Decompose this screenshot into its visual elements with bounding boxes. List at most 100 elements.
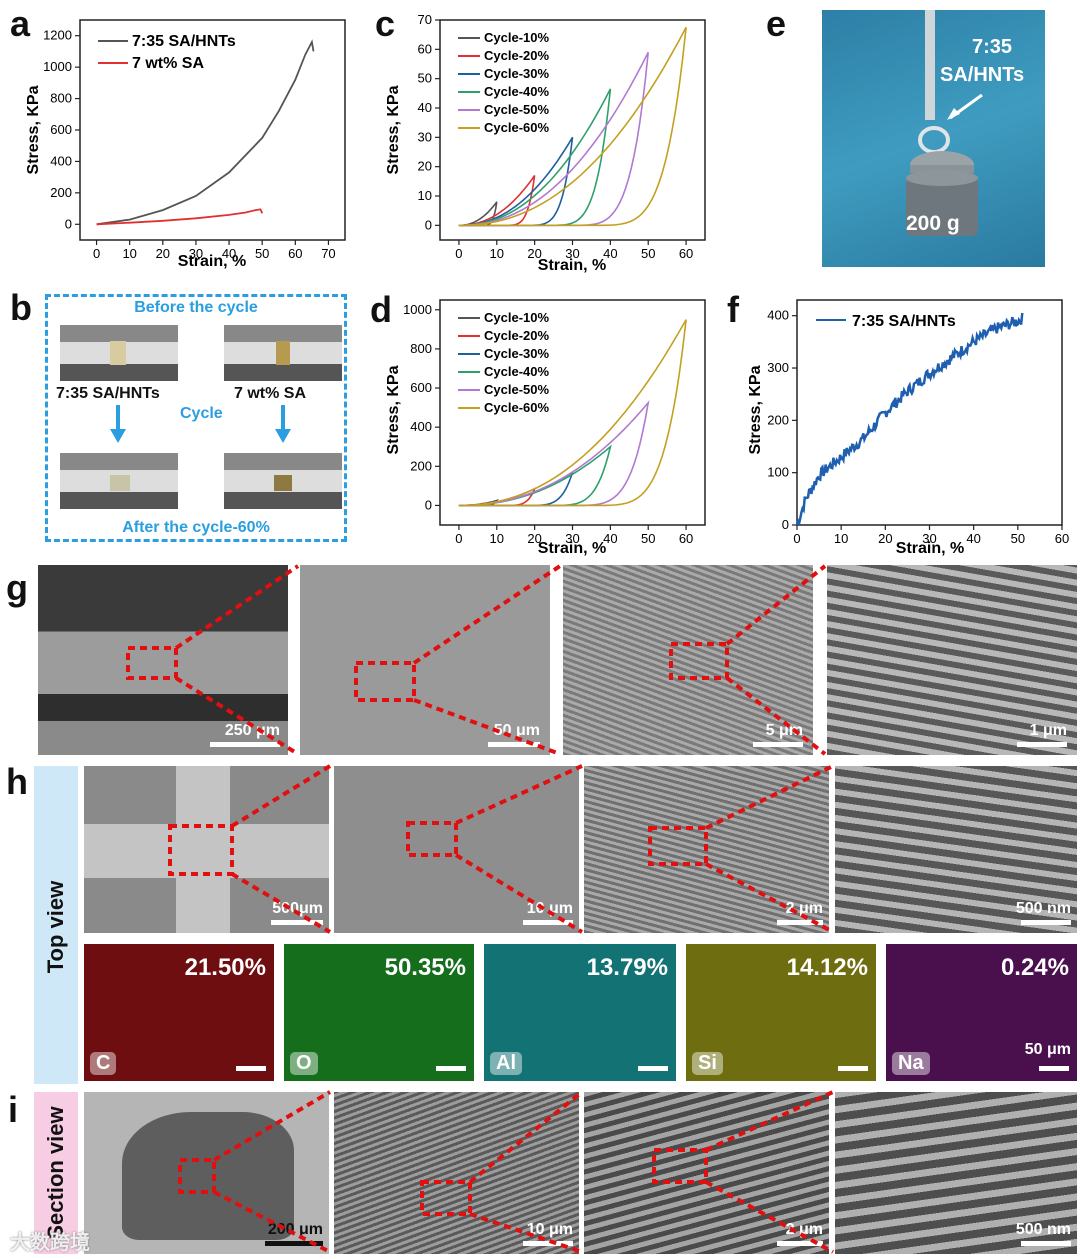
y-tick-label: 40 [418, 100, 432, 115]
panel-label-c: c [375, 3, 396, 44]
legend-cycle-3: Cycle-30% [484, 66, 549, 81]
panel-label-g: g [6, 567, 28, 608]
label-sa: 7 wt% SA [234, 385, 307, 402]
x-tick-label: 50 [255, 246, 269, 261]
y-tick-label: 200 [50, 185, 72, 200]
sem-i-4: 500 nm [835, 1092, 1077, 1254]
panel-label-i: i [8, 1089, 19, 1130]
label-after-cycle: After the cycle-60% [122, 519, 270, 536]
sem-g-4: 1 μm [827, 565, 1077, 755]
sem-i-2: 10 μm [334, 1092, 579, 1254]
label-weight: 200 g [906, 212, 960, 235]
legend-cycle-5: Cycle-50% [484, 102, 549, 117]
x-tick-label: 50 [641, 246, 655, 261]
y-tick-label: 200 [410, 458, 432, 473]
x-tick-label: 10 [834, 531, 848, 546]
y-tick-label: 100 [767, 465, 789, 480]
series-line-cycle-6 [458, 26, 687, 227]
legend-cycle-6: Cycle-60% [484, 120, 549, 135]
y-axis-title-a: Stress, KPa [25, 85, 42, 174]
sem-h-4: 500 nm [835, 766, 1077, 933]
y-tick-label: 1200 [43, 28, 72, 43]
x-tick-label: 40 [603, 246, 617, 261]
x-tick-label: 30 [922, 531, 936, 546]
series-line-cycle-4 [458, 444, 612, 507]
x-axis-title-f: Strain, % [896, 540, 964, 557]
panel-label-e: e [766, 3, 787, 44]
legend-cycle-1: Cycle-10% [484, 30, 549, 45]
x-axis-title-a: Strain, % [178, 253, 246, 270]
x-tick-label: 60 [679, 531, 693, 546]
x-tick-label: 0 [455, 531, 462, 546]
sem-g-2: 50 μm [300, 565, 550, 755]
photo-before-sa [224, 325, 342, 381]
zoom-indicators-i [178, 1090, 834, 1254]
panel-label-h: h [6, 761, 28, 802]
eds-map-na: 0.24% Na 50 μm [886, 944, 1077, 1081]
y-tick-label: 20 [418, 159, 432, 174]
series-line-sa [96, 208, 264, 226]
series-line-sa-hnts [96, 39, 315, 226]
x-tick-label: 50 [641, 531, 655, 546]
chart-c: 0 10 20 30 40 50 60 0 10 20 30 40 50 60 70 Cycle-10% Cy… [385, 12, 706, 274]
y-tick-label: 400 [50, 153, 72, 168]
legend-cycle-4: Cycle-40% [484, 364, 549, 379]
y-tick-label: 300 [767, 360, 789, 375]
legend-cycle-2: Cycle-20% [484, 48, 549, 63]
x-tick-label: 40 [222, 246, 236, 261]
x-tick-label: 10 [490, 531, 504, 546]
zoom-indicators-g [126, 564, 827, 756]
legend-cycle-3: Cycle-30% [484, 346, 549, 361]
y-tick-label: 400 [410, 419, 432, 434]
scale-h-4: 500 nm [1016, 900, 1071, 925]
side-label-section-view: Section view [34, 1092, 78, 1254]
panel-label-d: d [370, 289, 392, 330]
label-sample-ratio: 7:35 [971, 36, 1013, 58]
series-line-cycle-6 [458, 319, 687, 507]
photo-after-sa [224, 453, 342, 509]
photo-before-sa-hnts [60, 325, 178, 381]
zoom-indicators-h [168, 764, 834, 934]
y-tick-label: 200 [767, 412, 789, 427]
label-sample-name: SA/HNTs [940, 64, 1025, 86]
y-tick-label: 600 [50, 122, 72, 137]
series-line-cycle-3 [458, 136, 574, 227]
legend-a-1: 7:35 SA/HNTs [132, 33, 236, 50]
legend-cycle-2: Cycle-20% [484, 328, 549, 343]
panel-label-a: a [10, 3, 31, 44]
legend-cycle-1: Cycle-10% [484, 310, 549, 325]
label-sa-hnts: 7:35 SA/HNTs [56, 385, 160, 402]
y-axis-title-d: Stress, KPa [385, 365, 402, 454]
x-tick-label: 20 [527, 531, 541, 546]
x-tick-label: 20 [878, 531, 892, 546]
photo-after-sa-hnts [60, 453, 178, 509]
y-axis-title-f: Stress, KPa [747, 365, 764, 454]
watermark-text: 大数跨境 [10, 1232, 90, 1254]
sem-i-1: 200 μm [84, 1092, 329, 1254]
eds-map-al: 13.79% Al [484, 944, 676, 1081]
x-tick-label: 20 [156, 246, 170, 261]
y-tick-label: 0 [782, 517, 789, 532]
x-tick-label: 40 [966, 531, 980, 546]
scale-g-3: 5 μm [753, 722, 803, 747]
legend-a-2: 7 wt% SA [132, 55, 204, 72]
scale-g-4: 1 μm [1017, 722, 1067, 747]
y-tick-label: 800 [50, 91, 72, 106]
x-tick-label: 10 [490, 246, 504, 261]
x-tick-label: 0 [455, 246, 462, 261]
panel-label-b: b [10, 287, 32, 328]
legend-cycle-6: Cycle-60% [484, 400, 549, 415]
scale-h-2: 10 μm [523, 900, 573, 925]
x-tick-label: 50 [1011, 531, 1025, 546]
arrow-down-icon [275, 405, 291, 443]
y-tick-label: 400 [767, 308, 789, 323]
y-tick-label: 1000 [403, 302, 432, 317]
legend-cycle-5: Cycle-50% [484, 382, 549, 397]
eds-scale-label: 50 μm [1024, 1041, 1071, 1058]
y-tick-label: 60 [418, 41, 432, 56]
chart-a: 0 10 20 30 40 50 60 70 0 200 400 600 800 1000 1200 7:3… [25, 19, 346, 270]
label-before-cycle: Before the cycle [134, 299, 258, 316]
x-tick-label: 60 [1055, 531, 1069, 546]
